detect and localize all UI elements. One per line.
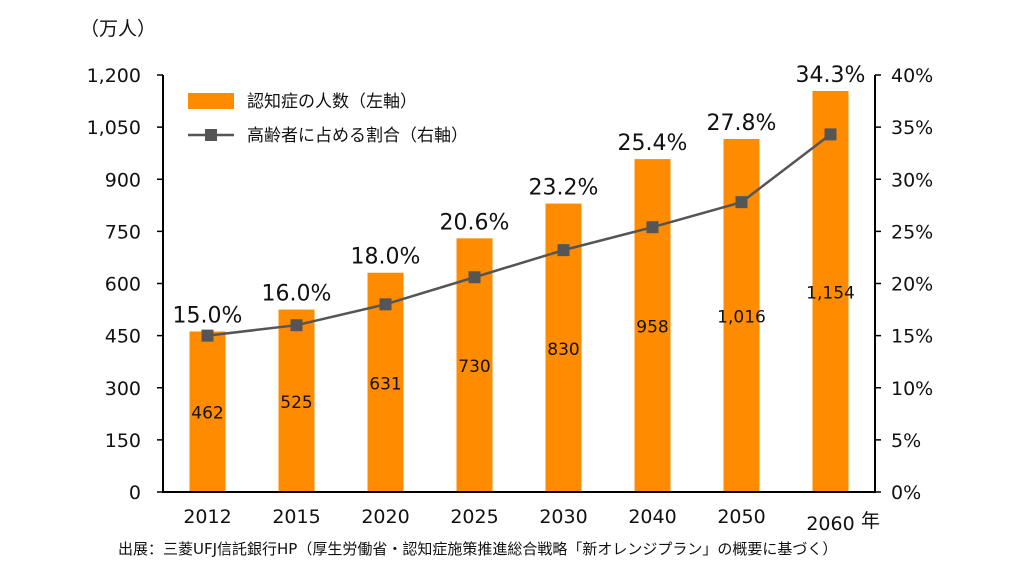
left-tick-label: 450 <box>105 326 141 348</box>
x-tick-label: 2015 <box>272 506 320 528</box>
ratio-marker-2030 <box>557 244 570 257</box>
x-tick-label: 2040 <box>628 506 676 528</box>
bar-value-label: 462 <box>191 404 223 424</box>
ratio-value-label: 18.0% <box>351 245 421 270</box>
ratio-line <box>207 133 832 337</box>
left-tick-label: 150 <box>105 430 141 452</box>
right-tick-label: 0% <box>891 482 921 504</box>
ratio-marker-2015 <box>290 319 303 332</box>
x-tick-label: 2030 <box>539 506 587 528</box>
source-note: 出展：三菱UFJ信託銀行HP（厚生労働省・認知症施策推進総合戦略「新オレンジプラ… <box>118 540 838 558</box>
left-tick-label: 1,050 <box>87 117 141 139</box>
bar-value-label: 525 <box>280 393 312 413</box>
bar-value-label: 631 <box>369 374 401 394</box>
right-tick-label: 35% <box>891 117 933 139</box>
ratio-marker-2020 <box>379 298 392 311</box>
left-tick-label: 750 <box>105 221 141 243</box>
ratio-marker-2025 <box>468 271 481 284</box>
ratio-value-label: 20.6% <box>440 210 510 235</box>
bar-2060 <box>812 90 849 493</box>
bar-value-label: 1,154 <box>806 283 855 303</box>
right-tick-label: 15% <box>891 326 933 348</box>
left-axis-unit: （万人） <box>80 18 156 40</box>
ratio-marker-2040 <box>646 221 659 234</box>
ratio-value-label: 25.4% <box>618 131 688 156</box>
ratio-value-label: 23.2% <box>529 176 599 201</box>
bar-value-label: 958 <box>636 318 668 338</box>
right-tick-label: 10% <box>891 378 933 400</box>
ratio-value-label: 15.0% <box>173 303 243 328</box>
ratio-value-label: 27.8% <box>707 111 777 136</box>
legend-bar-label: 認知症の人数（左軸） <box>247 92 417 112</box>
x-tick-label: 2025 <box>450 506 498 528</box>
legend-bar-swatch <box>188 93 234 109</box>
x-tick-label: 2012 <box>183 506 231 528</box>
x-tick-label: 2060 <box>806 513 854 535</box>
right-tick-label: 5% <box>891 430 921 452</box>
x-tick-label: 2020 <box>361 506 409 528</box>
ratio-marker-2012 <box>201 329 214 342</box>
left-tick-label: 0 <box>129 482 141 504</box>
ratio-value-label: 16.0% <box>262 282 332 307</box>
bar-2040 <box>634 159 671 492</box>
left-tick-label: 900 <box>105 169 141 191</box>
bar-2012 <box>189 331 226 492</box>
bar-value-label: 730 <box>458 357 490 377</box>
bar-2015 <box>278 309 315 492</box>
left-tick-label: 300 <box>105 378 141 400</box>
right-tick-label: 30% <box>891 169 933 191</box>
left-tick-label: 1,200 <box>87 65 141 87</box>
ratio-value-label: 34.3% <box>796 63 866 88</box>
legend-line-marker <box>205 129 217 141</box>
x-axis-unit: 年 <box>861 510 880 532</box>
right-tick-label: 40% <box>891 65 933 87</box>
x-tick-label: 2050 <box>717 506 765 528</box>
ratio-marker-2050 <box>735 196 748 209</box>
right-tick-label: 25% <box>891 221 933 243</box>
ratio-marker-2060 <box>824 128 837 141</box>
legend-line-label: 高齢者に占める割合（右軸） <box>247 126 468 146</box>
left-tick-label: 600 <box>105 274 141 296</box>
right-tick-label: 20% <box>891 274 933 296</box>
bar-value-label: 1,016 <box>717 307 766 327</box>
bar-value-label: 830 <box>547 340 579 360</box>
